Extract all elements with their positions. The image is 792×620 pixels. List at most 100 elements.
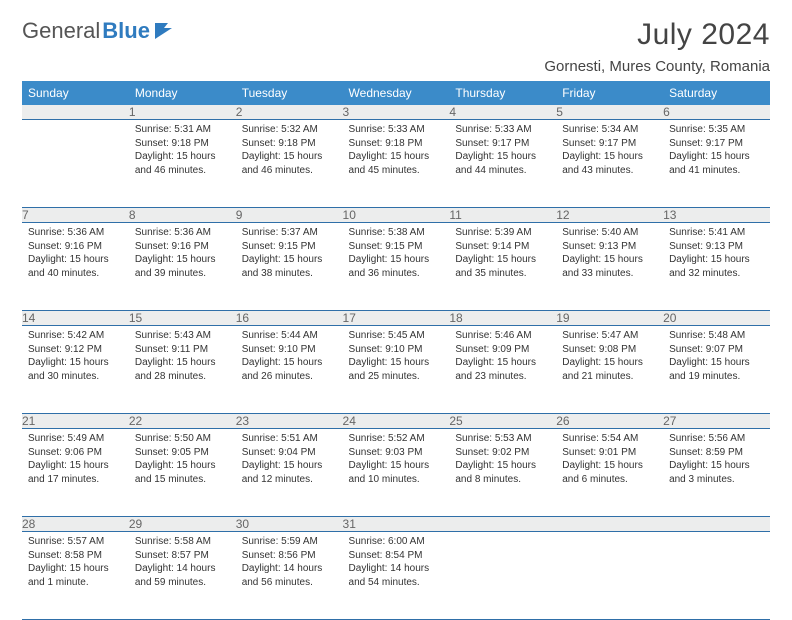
day-cell: Sunrise: 5:51 AMSunset: 9:04 PMDaylight:…: [236, 429, 343, 517]
day-number: [663, 517, 770, 532]
day-line: Sunset: 9:11 PM: [135, 343, 230, 357]
day-line: Sunrise: 5:54 AM: [562, 432, 657, 446]
week-row: Sunrise: 5:42 AMSunset: 9:12 PMDaylight:…: [22, 326, 770, 414]
day-line: Sunrise: 5:44 AM: [242, 329, 337, 343]
weekday-header-row: Sunday Monday Tuesday Wednesday Thursday…: [22, 81, 770, 105]
day-content: [663, 532, 770, 541]
day-line: Daylight: 15 hours: [669, 459, 764, 473]
weekday-header: Saturday: [663, 81, 770, 105]
day-line: Daylight: 15 hours: [349, 253, 444, 267]
day-line: Daylight: 15 hours: [28, 253, 123, 267]
day-cell: Sunrise: 5:48 AMSunset: 9:07 PMDaylight:…: [663, 326, 770, 414]
day-line: Sunrise: 5:51 AM: [242, 432, 337, 446]
day-content: Sunrise: 5:40 AMSunset: 9:13 PMDaylight:…: [556, 223, 663, 286]
day-line: and 38 minutes.: [242, 267, 337, 281]
weekday-header: Thursday: [449, 81, 556, 105]
day-line: Sunset: 9:09 PM: [455, 343, 550, 357]
day-line: Daylight: 15 hours: [242, 459, 337, 473]
day-line: Daylight: 15 hours: [562, 356, 657, 370]
day-cell: Sunrise: 5:33 AMSunset: 9:18 PMDaylight:…: [343, 120, 450, 208]
day-line: and 10 minutes.: [349, 473, 444, 487]
day-line: Sunset: 8:54 PM: [349, 549, 444, 563]
day-line: and 36 minutes.: [349, 267, 444, 281]
day-content: Sunrise: 5:50 AMSunset: 9:05 PMDaylight:…: [129, 429, 236, 492]
day-number: 10: [343, 208, 450, 223]
day-line: Sunset: 9:17 PM: [455, 137, 550, 151]
day-line: and 15 minutes.: [135, 473, 230, 487]
day-line: Sunset: 9:04 PM: [242, 446, 337, 460]
day-content: Sunrise: 5:56 AMSunset: 8:59 PMDaylight:…: [663, 429, 770, 492]
day-cell: Sunrise: 5:47 AMSunset: 9:08 PMDaylight:…: [556, 326, 663, 414]
day-line: Daylight: 15 hours: [349, 356, 444, 370]
day-line: Sunrise: 5:45 AM: [349, 329, 444, 343]
day-line: and 56 minutes.: [242, 576, 337, 590]
day-content: Sunrise: 5:36 AMSunset: 9:16 PMDaylight:…: [22, 223, 129, 286]
day-line: Sunset: 9:03 PM: [349, 446, 444, 460]
day-line: Daylight: 15 hours: [455, 253, 550, 267]
day-line: Sunset: 9:07 PM: [669, 343, 764, 357]
day-cell: Sunrise: 5:36 AMSunset: 9:16 PMDaylight:…: [22, 223, 129, 311]
day-line: Sunrise: 5:33 AM: [455, 123, 550, 137]
day-number: 5: [556, 105, 663, 120]
daynum-row: 21222324252627: [22, 414, 770, 429]
day-line: Sunrise: 5:36 AM: [135, 226, 230, 240]
day-line: Sunrise: 5:50 AM: [135, 432, 230, 446]
day-number: 7: [22, 208, 129, 223]
day-number: 30: [236, 517, 343, 532]
day-line: Sunrise: 5:39 AM: [455, 226, 550, 240]
day-content: Sunrise: 5:41 AMSunset: 9:13 PMDaylight:…: [663, 223, 770, 286]
day-line: Sunrise: 5:47 AM: [562, 329, 657, 343]
day-line: Sunset: 9:17 PM: [669, 137, 764, 151]
day-line: and 8 minutes.: [455, 473, 550, 487]
day-line: Sunrise: 5:35 AM: [669, 123, 764, 137]
day-cell: Sunrise: 5:32 AMSunset: 9:18 PMDaylight:…: [236, 120, 343, 208]
day-cell: Sunrise: 5:31 AMSunset: 9:18 PMDaylight:…: [129, 120, 236, 208]
day-line: Daylight: 15 hours: [562, 459, 657, 473]
title-block: July 2024 Gornesti, Mures County, Romani…: [544, 18, 770, 75]
day-cell: Sunrise: 5:44 AMSunset: 9:10 PMDaylight:…: [236, 326, 343, 414]
day-number: 15: [129, 311, 236, 326]
day-line: Sunrise: 5:59 AM: [242, 535, 337, 549]
day-line: Daylight: 15 hours: [455, 150, 550, 164]
day-line: Daylight: 15 hours: [135, 253, 230, 267]
day-line: Sunrise: 5:43 AM: [135, 329, 230, 343]
day-line: Sunrise: 5:48 AM: [669, 329, 764, 343]
day-line: Sunrise: 5:36 AM: [28, 226, 123, 240]
day-line: Daylight: 15 hours: [28, 459, 123, 473]
daynum-row: 123456: [22, 105, 770, 120]
day-content: Sunrise: 5:34 AMSunset: 9:17 PMDaylight:…: [556, 120, 663, 183]
day-cell: Sunrise: 5:40 AMSunset: 9:13 PMDaylight:…: [556, 223, 663, 311]
brand-part2: Blue: [102, 18, 150, 44]
day-number: 25: [449, 414, 556, 429]
day-line: and 46 minutes.: [242, 164, 337, 178]
day-line: Daylight: 15 hours: [135, 150, 230, 164]
day-line: Daylight: 15 hours: [349, 459, 444, 473]
day-line: Sunset: 9:06 PM: [28, 446, 123, 460]
day-content: Sunrise: 5:58 AMSunset: 8:57 PMDaylight:…: [129, 532, 236, 595]
weekday-header: Monday: [129, 81, 236, 105]
day-line: and 3 minutes.: [669, 473, 764, 487]
day-line: Daylight: 15 hours: [562, 253, 657, 267]
day-content: Sunrise: 5:39 AMSunset: 9:14 PMDaylight:…: [449, 223, 556, 286]
day-line: and 21 minutes.: [562, 370, 657, 384]
day-number: 22: [129, 414, 236, 429]
day-number: 16: [236, 311, 343, 326]
day-line: and 17 minutes.: [28, 473, 123, 487]
day-number: 6: [663, 105, 770, 120]
day-line: Daylight: 14 hours: [135, 562, 230, 576]
day-number: 2: [236, 105, 343, 120]
day-cell: Sunrise: 5:57 AMSunset: 8:58 PMDaylight:…: [22, 532, 129, 620]
day-line: Sunset: 9:16 PM: [135, 240, 230, 254]
day-content: Sunrise: 5:57 AMSunset: 8:58 PMDaylight:…: [22, 532, 129, 595]
day-line: Sunset: 9:13 PM: [669, 240, 764, 254]
day-number: [556, 517, 663, 532]
day-line: Daylight: 15 hours: [669, 253, 764, 267]
day-content: [449, 532, 556, 541]
day-line: Sunrise: 5:41 AM: [669, 226, 764, 240]
day-line: Sunrise: 5:53 AM: [455, 432, 550, 446]
week-row: Sunrise: 5:36 AMSunset: 9:16 PMDaylight:…: [22, 223, 770, 311]
day-cell: Sunrise: 5:43 AMSunset: 9:11 PMDaylight:…: [129, 326, 236, 414]
day-number: 18: [449, 311, 556, 326]
day-content: Sunrise: 5:43 AMSunset: 9:11 PMDaylight:…: [129, 326, 236, 389]
day-line: Sunrise: 5:56 AM: [669, 432, 764, 446]
